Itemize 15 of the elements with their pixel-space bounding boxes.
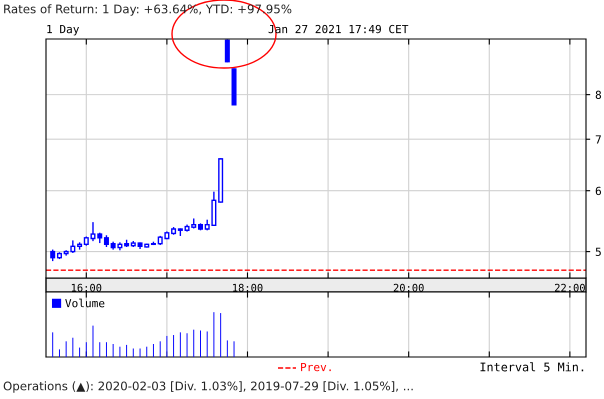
- x-tick-label: 22:00: [554, 284, 585, 292]
- x-tick-label: 20:00: [394, 284, 424, 292]
- x-tick-label: 16:00: [72, 284, 102, 292]
- y-tick-label: 6: [596, 186, 601, 196]
- x-tick-label: 18:00: [233, 284, 262, 292]
- legend-label: Prev.: [301, 362, 331, 372]
- text: Operations (▲): 2020-02-03 [Div. 1.03%], 2019-07-29 [Div. 1.05%], ...: [4, 381, 413, 393]
- chart-title: 1 Day: [47, 24, 80, 36]
- legend-label: Volume: [65, 298, 104, 308]
- text: Interval 5 Min.: [480, 362, 584, 372]
- y-tick-label: 7: [596, 135, 601, 144]
- candlestick: [224, 40, 230, 62]
- candlestick: [50, 250, 56, 262]
- y-tick-label: 8: [596, 90, 602, 100]
- y-tick-label: 5: [596, 248, 601, 256]
